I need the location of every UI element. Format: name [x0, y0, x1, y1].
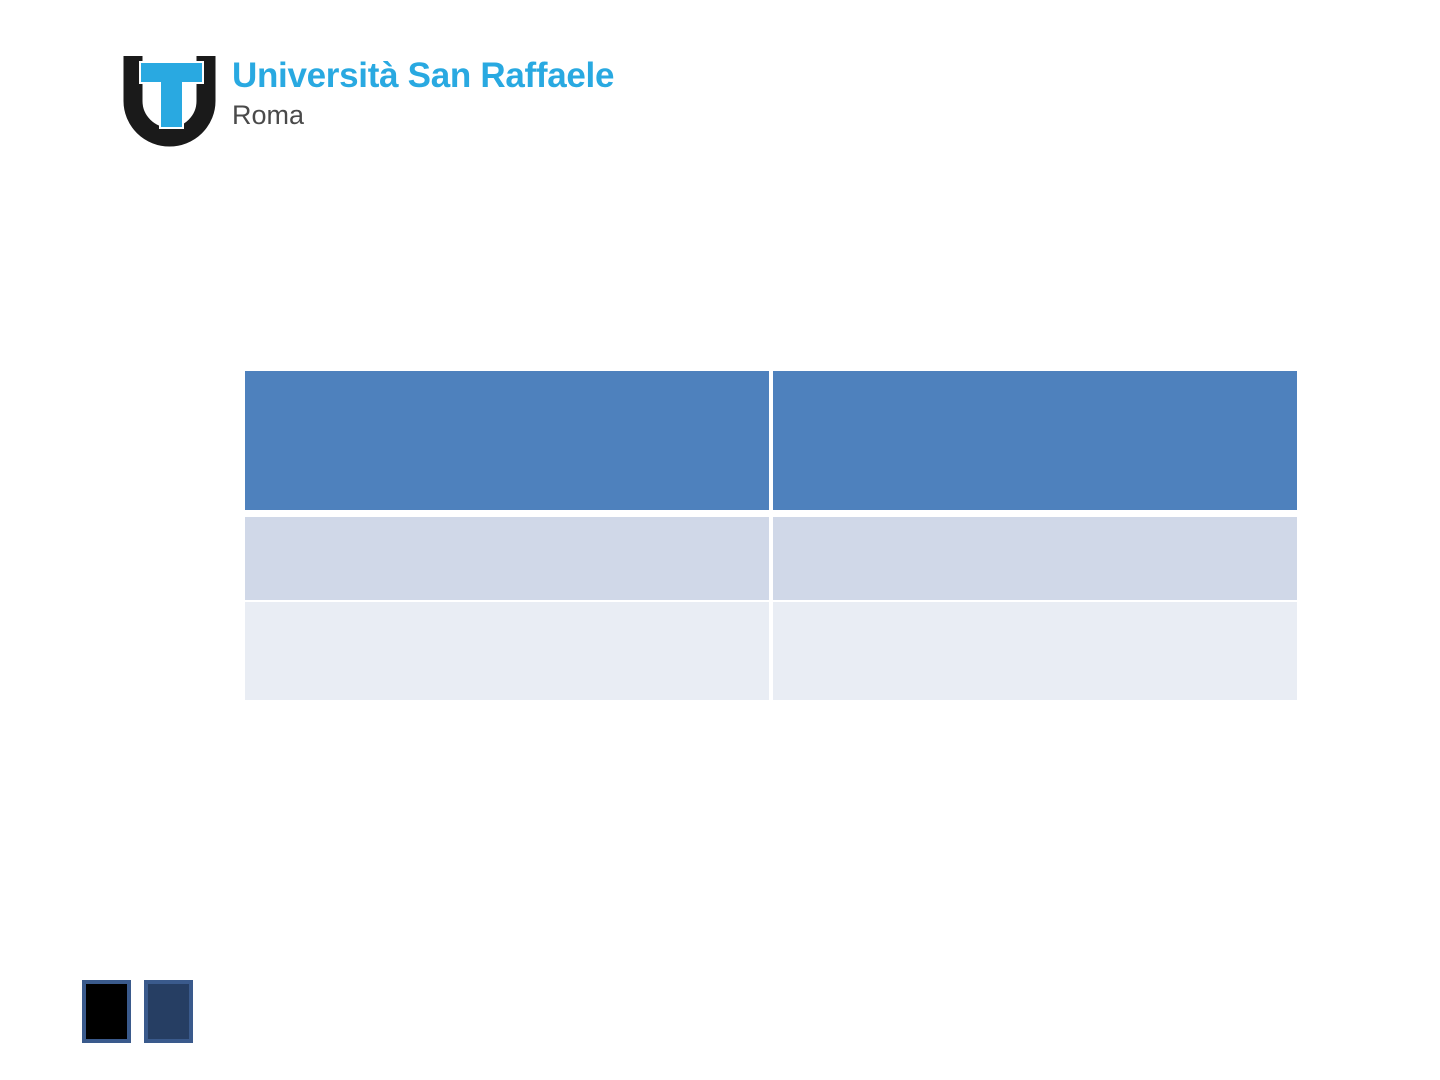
logo-subtitle: Roma [232, 99, 305, 130]
table-row [245, 517, 1297, 600]
footer-shape-black [82, 980, 131, 1043]
table-cell [245, 517, 769, 600]
content-table [245, 371, 1297, 700]
table-cell [773, 602, 1297, 700]
table-cell [773, 517, 1297, 600]
logo-u-t-icon [123, 56, 216, 147]
university-logo: Università San Raffaele Roma [122, 55, 614, 147]
logo-t-glyph [139, 61, 204, 129]
footer-shape-navy [144, 980, 193, 1043]
logo-title: Università San Raffaele [232, 56, 615, 95]
table-header-cell [773, 371, 1297, 510]
table-cell [245, 602, 769, 700]
table-header-cell [245, 371, 769, 510]
logo-u-glyph [123, 56, 216, 147]
logo-text-block: Università San Raffaele Roma [232, 55, 614, 130]
table-row [245, 602, 1297, 700]
table-header-row [245, 371, 1297, 510]
